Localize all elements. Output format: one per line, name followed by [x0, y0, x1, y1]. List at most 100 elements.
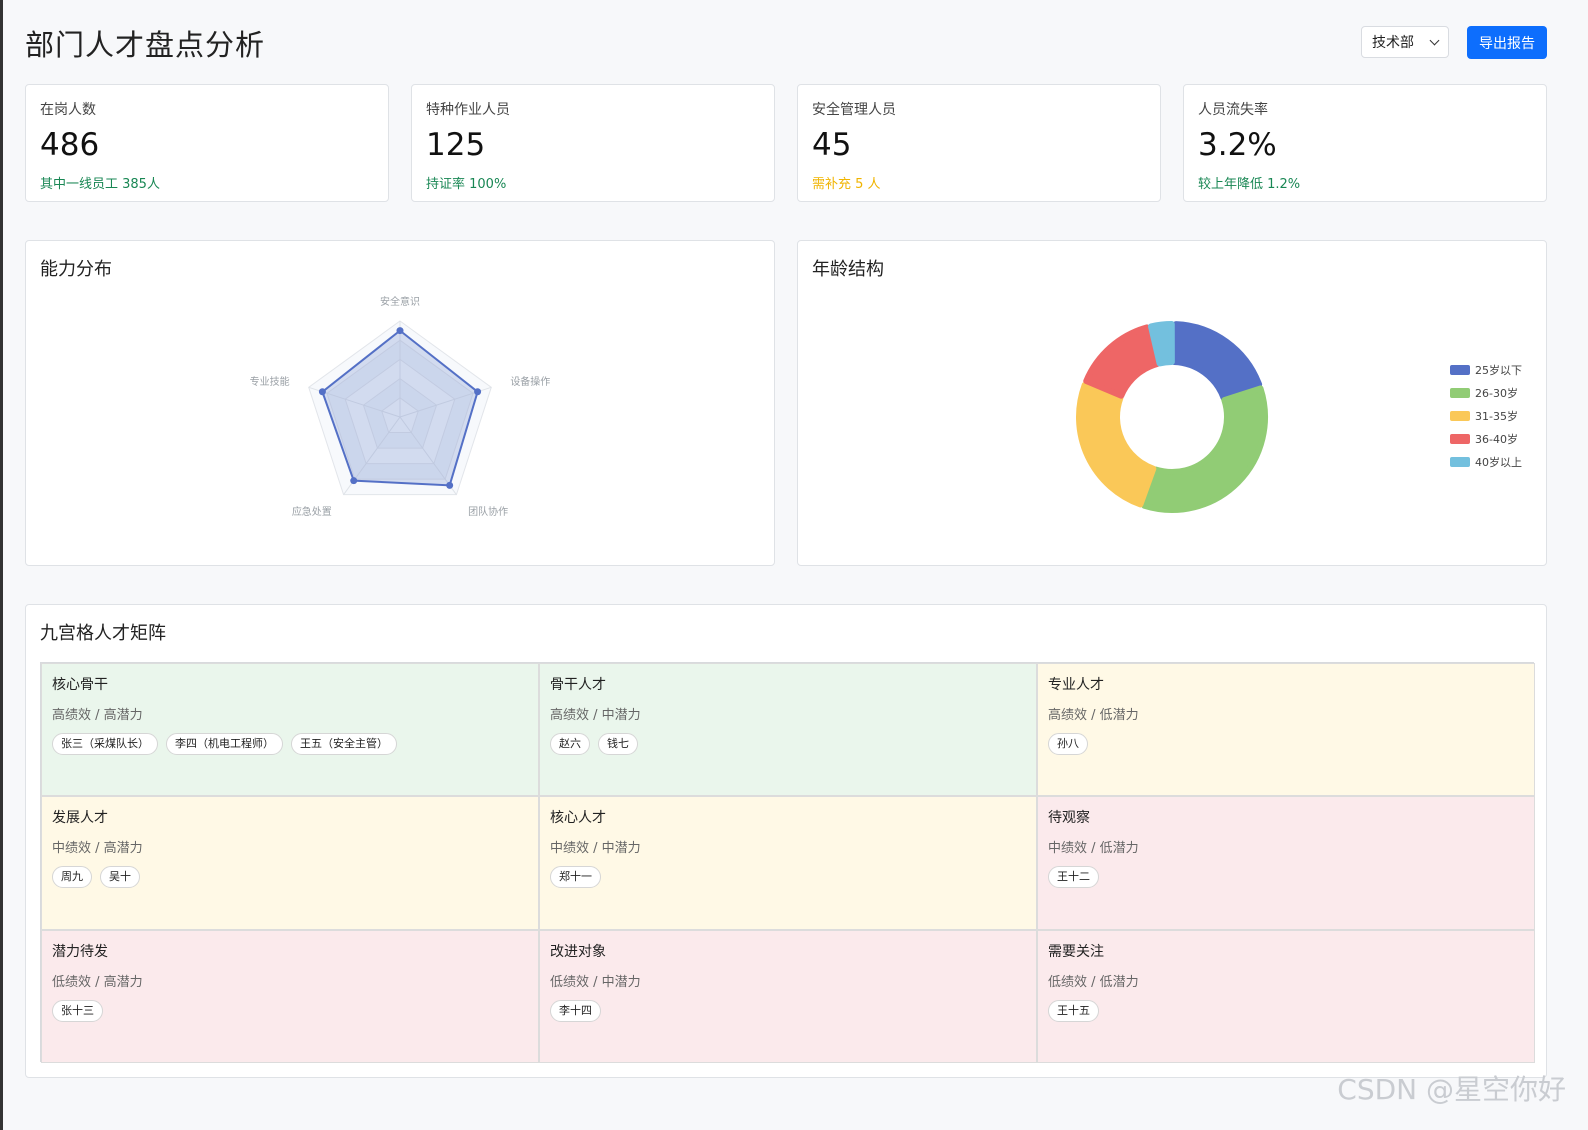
stat-label: 在岗人数: [40, 102, 96, 118]
ability-panel: 能力分布 安全意识设备操作团队协作 应急处置 专业技能: [25, 240, 775, 566]
matrix-cell-subtitle: 低绩效 / 中潜力: [550, 975, 641, 990]
stat-label: 人员流失率: [1198, 102, 1268, 118]
matrix-cell: 核心人才 中绩效 / 中潜力 郑十一: [539, 796, 1037, 930]
employee-tag-list: 李十四: [550, 1000, 1026, 1022]
matrix-cell: 专业人才高绩效 / 低潜力孙八: [1037, 663, 1535, 796]
legend-swatch[interactable]: [1450, 457, 1470, 467]
donut-slice[interactable]: [1148, 321, 1175, 367]
legend-label[interactable]: 26-30岁: [1475, 386, 1518, 400]
radar-indicator-label: 安全意识: [380, 295, 420, 308]
stat-label: 特种作业人员: [426, 102, 510, 118]
matrix-cell-subtitle: 低绩效 / 高潜力: [52, 975, 143, 990]
chevron-down-icon: [1429, 35, 1440, 45]
age-donut-chart: 25岁以下 26-30岁 31-35岁 36-40岁 40岁以上: [1076, 321, 1522, 513]
employee-tag[interactable]: 王五（安全主管）: [291, 733, 397, 755]
employee-tag[interactable]: 郑十一: [550, 866, 601, 888]
matrix-cell-subtitle: 高绩效 / 低潜力: [1048, 708, 1139, 723]
matrix-cell-title: 核心骨干: [52, 677, 108, 693]
legend-swatch[interactable]: [1450, 434, 1470, 444]
employee-tag-list: 郑十一: [550, 866, 1026, 888]
radar-point[interactable]: [446, 481, 454, 489]
matrix-cell: 潜力待发 低绩效 / 高潜力 张十三: [41, 930, 539, 1063]
panel-title: 年龄结构: [812, 259, 884, 280]
employee-tag-list: 孙八: [1048, 733, 1524, 755]
radar-indicator-label: 团队协作: [468, 505, 508, 518]
legend-swatch[interactable]: [1450, 365, 1470, 375]
panel-title: 能力分布: [40, 259, 112, 280]
page: 部门人才盘点分析 技术部 导出报告 在岗人数 486 其中一线员工 385人 特…: [25, 0, 1547, 1130]
employee-tag-list: 赵六 钱七: [550, 733, 1026, 755]
radar-point[interactable]: [350, 477, 358, 485]
donut-slice[interactable]: [1083, 324, 1161, 399]
matrix-cell-subtitle: 高绩效 / 高潜力: [52, 708, 143, 723]
legend-swatch[interactable]: [1450, 411, 1470, 421]
matrix-cell-title: 待观察: [1048, 810, 1090, 826]
stat-value: 45: [812, 127, 852, 163]
matrix-cell-subtitle: 高绩效 / 中潜力: [550, 708, 641, 723]
employee-tag[interactable]: 孙八: [1048, 733, 1088, 755]
employee-tag[interactable]: 张三（采煤队长）: [52, 733, 158, 755]
matrix-cell-title: 发展人才: [52, 810, 108, 826]
employee-tag[interactable]: 赵六: [550, 733, 590, 755]
age-panel: 年龄结构 25岁以下 26-30岁 31-35岁 36-40岁 40岁以上: [797, 240, 1547, 566]
matrix-cell: 改进对象低绩效 / 中潜力李十四: [539, 930, 1037, 1063]
employee-tag[interactable]: 张十三: [52, 1000, 103, 1022]
employee-tag[interactable]: 钱七: [598, 733, 638, 755]
matrix-panel: 九宫格人才矩阵 核心骨干高绩效 / 高潜力张三（采煤队长） 李四（机电工程师） 王五…: [25, 604, 1547, 1078]
export-report-button[interactable]: 导出报告: [1467, 26, 1547, 59]
donut-slice[interactable]: [1076, 381, 1157, 508]
employee-tag-list: 张三（采煤队长） 李四（机电工程师） 王五（安全主管）: [52, 733, 528, 755]
radar-indicator-label: 应急处置: [292, 505, 332, 518]
employee-tag[interactable]: 李四（机电工程师）: [166, 733, 283, 755]
radar-point[interactable]: [318, 388, 326, 396]
stat-note: 需补充 5 人: [812, 177, 881, 192]
stat-label: 安全管理人员: [812, 102, 896, 118]
matrix-cell-title: 需要关注: [1048, 944, 1104, 960]
department-select[interactable]: 技术部: [1361, 26, 1449, 58]
legend-label[interactable]: 25岁以下: [1475, 363, 1522, 377]
radar-indicator-label: 专业技能: [250, 375, 290, 388]
panel-title: 九宫格人才矩阵: [40, 623, 166, 644]
radar-point[interactable]: [474, 388, 482, 396]
header: 部门人才盘点分析 技术部 导出报告: [25, 18, 1547, 66]
matrix-cell: 待观察中绩效 / 低潜力王十二: [1037, 796, 1535, 930]
stat-note: 其中一线员工 385人: [40, 177, 160, 192]
legend-label[interactable]: 31-35岁: [1475, 409, 1518, 423]
stat-card-safety-managers: 安全管理人员 45 需补充 5 人: [797, 84, 1161, 202]
window-left-border: [0, 0, 3, 1130]
stat-value: 486: [40, 127, 100, 163]
donut-slice[interactable]: [1171, 321, 1263, 401]
watermark: CSDN @星空你好: [1337, 1073, 1566, 1106]
stat-card-special-operators: 特种作业人员 125 持证率 100%: [411, 84, 775, 202]
matrix-cell: 需要关注低绩效 / 低潜力王十五: [1037, 930, 1535, 1063]
matrix-cell: 骨干人才高绩效 / 中潜力赵六 钱七: [539, 663, 1037, 796]
legend-swatch[interactable]: [1450, 388, 1470, 398]
employee-tag-list: 周九 吴十: [52, 866, 528, 888]
page-title: 部门人才盘点分析: [25, 28, 266, 62]
stat-note: 较上年降低 1.2%: [1198, 177, 1301, 192]
matrix-cell-title: 专业人才: [1048, 677, 1104, 693]
legend-label[interactable]: 40岁以上: [1475, 455, 1522, 469]
stat-card-turnover-rate: 人员流失率 3.2% 较上年降低 1.2%: [1183, 84, 1547, 202]
employee-tag[interactable]: 李十四: [550, 1000, 601, 1022]
radar-point[interactable]: [396, 327, 404, 335]
matrix-cell: 发展人才 中绩效 / 高潜力 周九 吴十: [41, 796, 539, 930]
employee-tag[interactable]: 吴十: [100, 866, 140, 888]
legend-label[interactable]: 36-40岁: [1475, 432, 1518, 446]
employee-tag[interactable]: 王十二: [1048, 866, 1099, 888]
matrix-cell-title: 改进对象: [550, 944, 606, 960]
employee-tag-list: 王十二: [1048, 866, 1524, 888]
radar-indicator-label: 设备操作: [510, 375, 550, 388]
stat-value: 3.2%: [1198, 127, 1277, 163]
matrix-cell: 核心骨干高绩效 / 高潜力张三（采煤队长） 李四（机电工程师） 王五（安全主管）: [41, 663, 539, 796]
employee-tag-list: 张十三: [52, 1000, 528, 1022]
employee-tag[interactable]: 周九: [52, 866, 92, 888]
nine-box-grid: 核心骨干高绩效 / 高潜力张三（采煤队长） 李四（机电工程师） 王五（安全主管） 骨干…: [40, 662, 1535, 1063]
employee-tag[interactable]: 王十五: [1048, 1000, 1099, 1022]
radar-series-area: [321, 329, 479, 487]
matrix-cell-title: 骨干人才: [550, 677, 606, 693]
donut-slice[interactable]: [1141, 385, 1268, 513]
matrix-cell-subtitle: 低绩效 / 低潜力: [1048, 975, 1139, 990]
matrix-cell-subtitle: 中绩效 / 低潜力: [1048, 841, 1139, 856]
